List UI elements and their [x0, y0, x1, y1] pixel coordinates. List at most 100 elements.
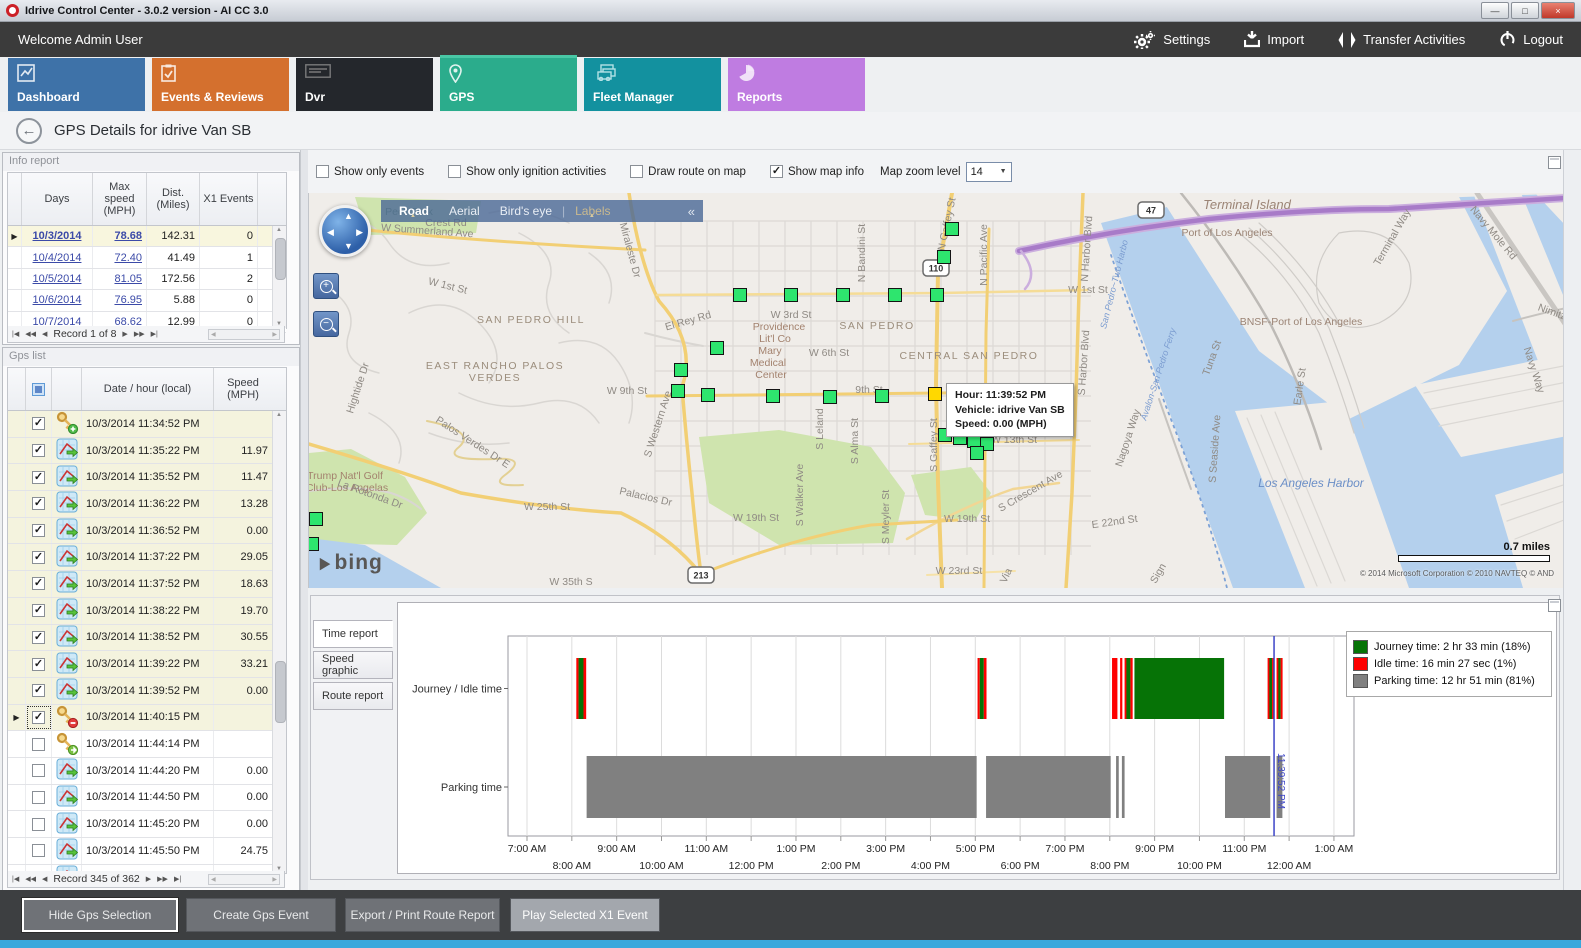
map-panel-expand-icon[interactable] — [1548, 156, 1561, 169]
day-link[interactable]: 10/4/2014 — [32, 251, 82, 264]
pager-next-icon[interactable]: ▶ — [145, 876, 152, 883]
maximize-button[interactable]: □ — [1511, 2, 1539, 19]
gps-list-row[interactable]: ✓ 10/3/2014 11:34:52 PM — [8, 411, 286, 438]
map-zoom-level-select[interactable]: 14 ▼ — [965, 161, 1012, 182]
gps-list-row[interactable]: 10/3/2014 11:44:20 PM 0.00 — [8, 757, 286, 785]
map-zoom-out-button[interactable]: − — [313, 311, 339, 337]
topbar-action-import[interactable]: Import — [1244, 31, 1304, 48]
gps-marker[interactable] — [674, 363, 688, 377]
nav-tab-dashboard[interactable]: Dashboard — [8, 58, 145, 111]
pager-prev-page-icon[interactable]: ◀◀ — [25, 876, 36, 883]
gps-row-checkbox[interactable]: ✓ — [32, 630, 45, 644]
topbar-action-settings[interactable]: Settings — [1134, 30, 1210, 49]
gps-marker[interactable] — [888, 288, 902, 302]
gps-row-checkbox[interactable]: ✓ — [32, 497, 45, 511]
gps-row-checkbox[interactable]: ✓ — [32, 577, 45, 591]
gps-marker[interactable] — [875, 389, 889, 403]
gps-row-checkbox[interactable]: ✓ — [32, 417, 45, 431]
gps-marker[interactable] — [766, 389, 780, 403]
close-button[interactable]: × — [1541, 2, 1575, 19]
map-toolbar-check-2[interactable]: Draw route on map — [630, 165, 746, 178]
chart-tab-time-report[interactable]: Time report — [313, 620, 393, 648]
info-report-row[interactable]: 10/5/2014 81.05 172.56 2 — [8, 268, 286, 291]
gps-marker[interactable] — [733, 288, 747, 302]
gps-row-checkbox[interactable] — [32, 844, 45, 858]
gps-row-checkbox[interactable] — [32, 764, 45, 778]
pager-last-icon[interactable]: ▶| — [150, 331, 158, 338]
map-toolbar-check-0[interactable]: Show only events — [316, 165, 424, 178]
checkbox[interactable] — [316, 165, 329, 178]
gps-row-checkbox[interactable] — [32, 790, 45, 804]
map-pan-compass[interactable]: ▲ ▼ ◀ ▶ — [319, 205, 371, 257]
gps-marker[interactable] — [970, 446, 984, 460]
checkbox[interactable] — [448, 165, 462, 178]
map-zoom-in-button[interactable]: + — [313, 273, 339, 299]
max-speed-link[interactable]: 76.95 — [114, 294, 142, 307]
pager-next-page-icon[interactable]: ▶▶ — [133, 331, 145, 338]
gps-row-checkbox[interactable]: ✓ — [32, 444, 45, 458]
gps-row-checkbox[interactable]: ✓ — [32, 550, 45, 564]
gps-row-checkbox[interactable] — [32, 737, 45, 751]
info-report-hscrollbar[interactable]: ◀ ▶ — [208, 328, 280, 340]
footer-button-play-selected-x1-event[interactable]: Play Selected X1 Event — [510, 898, 660, 932]
checkbox[interactable] — [630, 165, 644, 178]
gps-marker[interactable] — [930, 288, 944, 302]
gps-marker[interactable] — [309, 512, 323, 526]
info-header-max-speed[interactable]: Max speed (MPH) — [93, 173, 147, 225]
map-toolbar-check-1[interactable]: Show only ignition activities — [448, 165, 606, 178]
gps-header-datetime[interactable]: Date / hour (local) — [82, 368, 214, 410]
gps-list-row[interactable]: ✓ 10/3/2014 11:37:52 PM 18.63 — [8, 571, 286, 598]
info-header-dist[interactable]: Dist. (Miles) — [147, 173, 200, 225]
gps-list-row[interactable]: ✓ 10/3/2014 11:35:22 PM 11.97 — [8, 437, 286, 465]
gps-list-row[interactable]: ▶ ✓ 10/3/2014 11:40:15 PM — [8, 704, 286, 732]
info-report-vscrollbar[interactable]: ▲ ▼ — [272, 226, 286, 328]
info-report-row[interactable]: 10/6/2014 76.95 5.88 0 — [8, 290, 286, 312]
nav-tab-dvr[interactable]: Dvr — [296, 58, 433, 111]
topbar-action-logout[interactable]: Logout — [1499, 31, 1563, 48]
checkbox[interactable]: ✓ — [769, 165, 783, 178]
nav-tab-fleet-manager[interactable]: Fleet Manager — [584, 58, 721, 111]
footer-button-hide-gps-selection[interactable]: Hide Gps Selection — [22, 898, 178, 932]
gps-marker[interactable] — [836, 288, 850, 302]
day-link[interactable]: 10/7/2014 — [32, 315, 82, 328]
pager-first-icon[interactable]: |◀ — [12, 876, 20, 883]
day-link[interactable]: 10/6/2014 — [32, 294, 82, 307]
pager-first-icon[interactable]: |◀ — [12, 331, 20, 338]
gps-row-checkbox[interactable]: ✓ — [32, 524, 45, 538]
max-speed-link[interactable]: 68.62 — [114, 315, 142, 328]
gps-marker[interactable] — [937, 250, 951, 264]
max-speed-link[interactable]: 72.40 — [114, 251, 142, 264]
map-container[interactable]: 110 47 213 Crest Rd Miraleste Dr W 1st St SAN … — [308, 193, 1564, 588]
gps-list-hscrollbar[interactable]: ◀ ▶ — [208, 873, 280, 885]
day-link[interactable]: 10/3/2014 — [32, 230, 82, 243]
selected-gps-marker[interactable] — [928, 387, 942, 401]
gps-marker[interactable] — [701, 388, 715, 402]
gps-row-checkbox[interactable]: ✓ — [32, 470, 45, 484]
gps-marker[interactable] — [710, 341, 724, 355]
gps-list-row[interactable]: ✓ 10/3/2014 11:35:52 PM 11.47 — [8, 464, 286, 492]
gps-marker[interactable] — [784, 288, 798, 302]
max-speed-link[interactable]: 81.05 — [114, 272, 142, 285]
gps-list-row[interactable]: 10/3/2014 11:45:50 PM 24.75 — [8, 838, 286, 865]
back-button[interactable]: ← — [16, 117, 42, 144]
gps-list-row[interactable]: ✓ 10/3/2014 11:39:22 PM 33.21 — [8, 651, 286, 678]
pager-next-page-icon[interactable]: ▶▶ — [157, 876, 168, 883]
gps-list-vscrollbar[interactable]: ▲ ▼ — [272, 411, 286, 873]
gps-list-row[interactable]: ✓ 10/3/2014 11:38:52 PM 30.55 — [8, 624, 286, 652]
pager-next-icon[interactable]: ▶ — [122, 331, 128, 338]
info-header-x1[interactable]: X1 Events — [200, 173, 258, 225]
map-view-tab-bird-s-eye[interactable]: Bird's eye — [499, 204, 552, 218]
gps-row-checkbox[interactable]: ✓ — [32, 710, 45, 724]
info-report-row[interactable]: ▶ 10/3/2014 78.68 142.31 0 — [8, 226, 286, 248]
chart-panel-expand-icon[interactable] — [1548, 599, 1561, 612]
gps-row-checkbox[interactable]: ✓ — [32, 604, 45, 618]
gps-list-row[interactable]: 10/3/2014 11:44:50 PM 0.00 — [8, 784, 286, 812]
gps-list-row[interactable]: ✓ 10/3/2014 11:38:22 PM 19.70 — [8, 597, 286, 625]
nav-tab-events-reviews[interactable]: Events & Reviews — [152, 58, 289, 111]
pager-prev-icon[interactable]: ◀ — [41, 876, 48, 883]
max-speed-link[interactable]: 78.68 — [114, 230, 142, 243]
pager-last-icon[interactable]: ▶| — [173, 876, 182, 883]
map-view-tab-aerial[interactable]: Aerial — [449, 204, 480, 218]
topbar-action-transfer[interactable]: Transfer Activities — [1338, 31, 1465, 49]
chart-tab-route-report[interactable]: Route report — [313, 682, 393, 710]
